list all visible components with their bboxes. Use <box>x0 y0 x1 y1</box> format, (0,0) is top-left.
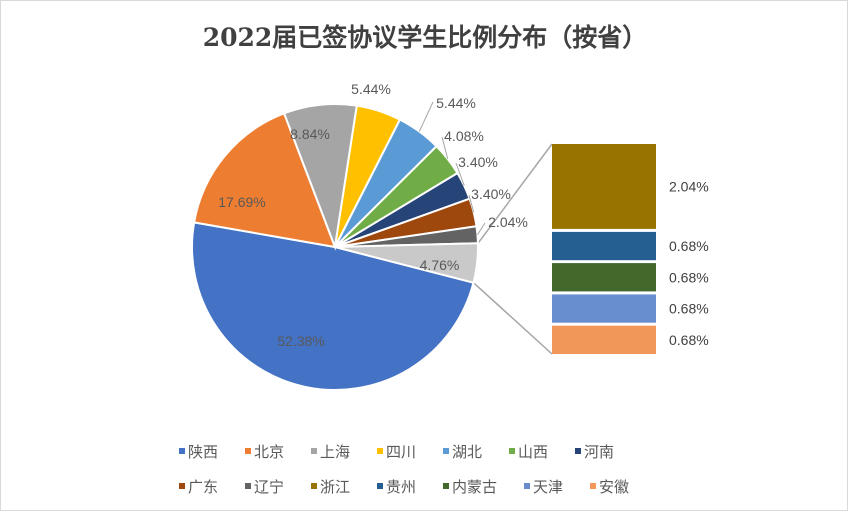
legend-swatch <box>179 483 185 489</box>
data-label-北京: 17.69% <box>218 194 265 210</box>
legend-label: 天津 <box>533 478 563 496</box>
legend-label: 湖北 <box>452 443 482 461</box>
legend-label: 辽宁 <box>254 478 284 496</box>
legend-swatch <box>311 448 317 454</box>
legend-label: 内蒙古 <box>452 478 497 496</box>
legend-swatch <box>311 483 317 489</box>
legend-label: 四川 <box>386 443 416 461</box>
legend-swatch <box>377 448 383 454</box>
slice-other <box>334 242 479 284</box>
connector-lines <box>472 143 553 355</box>
legend-label: 陕西 <box>188 443 218 461</box>
legend-item-陕西: 陕西 <box>179 443 218 461</box>
bar-segment-浙江 <box>552 144 656 229</box>
bar-segment-安徽 <box>552 325 656 354</box>
leader-line <box>418 101 434 132</box>
bar-segment-内蒙古 <box>552 263 656 292</box>
data-label-山西: 4.08% <box>444 128 484 144</box>
bar-label-安徽: 0.68% <box>669 332 709 348</box>
legend-swatch <box>377 483 383 489</box>
legend-item-内蒙古: 内蒙古 <box>443 478 497 496</box>
data-label-陕西: 52.38% <box>277 333 324 349</box>
slice-陕西 <box>191 221 475 392</box>
legend-label: 贵州 <box>386 478 416 496</box>
secondary-bar <box>552 144 656 354</box>
legend-item-湖北: 湖北 <box>443 443 482 461</box>
legend-label: 广东 <box>188 478 218 496</box>
leader-line <box>441 136 449 160</box>
pie-slices <box>191 103 479 392</box>
legend-label: 安徽 <box>599 478 629 496</box>
bar-segment-天津 <box>552 294 656 323</box>
legend-item-贵州: 贵州 <box>377 478 416 496</box>
chart-title: 2022届已签协议学生比例分布（按省） <box>203 23 648 52</box>
legend-item-辽宁: 辽宁 <box>245 478 284 496</box>
data-label-河南: 3.40% <box>458 154 498 170</box>
legend-swatch <box>590 483 596 489</box>
legend-swatch <box>179 448 185 454</box>
bar-segment-贵州 <box>552 231 656 261</box>
legend-label: 浙江 <box>320 478 350 496</box>
legend-swatch <box>575 448 581 454</box>
bar-label-内蒙古: 0.68% <box>669 269 709 285</box>
bar-label-贵州: 0.68% <box>669 238 709 254</box>
legend-swatch <box>509 448 515 454</box>
data-label-四川: 5.44% <box>351 81 391 97</box>
legend-swatch <box>443 448 449 454</box>
legend-label: 北京 <box>254 443 284 461</box>
legend-label: 山西 <box>518 443 548 461</box>
leader-line <box>455 162 465 186</box>
data-label-上海: 8.84% <box>290 126 330 142</box>
legend-item-浙江: 浙江 <box>311 478 350 496</box>
connector-bottom <box>472 282 553 355</box>
legend-item-安徽: 安徽 <box>590 478 629 496</box>
legend-swatch <box>524 483 530 489</box>
data-label-辽宁: 2.04% <box>488 214 528 230</box>
data-labels: 52.38% 17.69% 8.84% 5.44% 5.44% 4.08% 3.40% 3.4… <box>218 81 708 349</box>
leader-line <box>468 194 475 213</box>
legend-item-天津: 天津 <box>524 478 563 496</box>
bar-label-天津: 0.68% <box>669 301 709 317</box>
legend-item-上海: 上海 <box>311 443 350 461</box>
bar-label-浙江: 2.04% <box>669 178 709 194</box>
data-label-广东: 3.40% <box>471 186 511 202</box>
data-label-湖北: 5.44% <box>436 95 476 111</box>
legend-item-山西: 山西 <box>509 443 548 461</box>
legend-item-四川: 四川 <box>377 443 416 461</box>
leader-line <box>477 222 486 235</box>
legend-label: 上海 <box>320 443 350 461</box>
connector-top <box>477 143 553 244</box>
slice-北京 <box>192 112 337 249</box>
data-label-other: 4.76% <box>420 257 460 273</box>
legend-swatch <box>245 483 251 489</box>
legend-swatch <box>245 448 251 454</box>
legend-swatch <box>443 483 449 489</box>
legend-item-广东: 广东 <box>179 478 218 496</box>
legend-item-河南: 河南 <box>575 443 614 461</box>
legend-label: 河南 <box>584 443 614 461</box>
legend-item-北京: 北京 <box>245 443 284 461</box>
